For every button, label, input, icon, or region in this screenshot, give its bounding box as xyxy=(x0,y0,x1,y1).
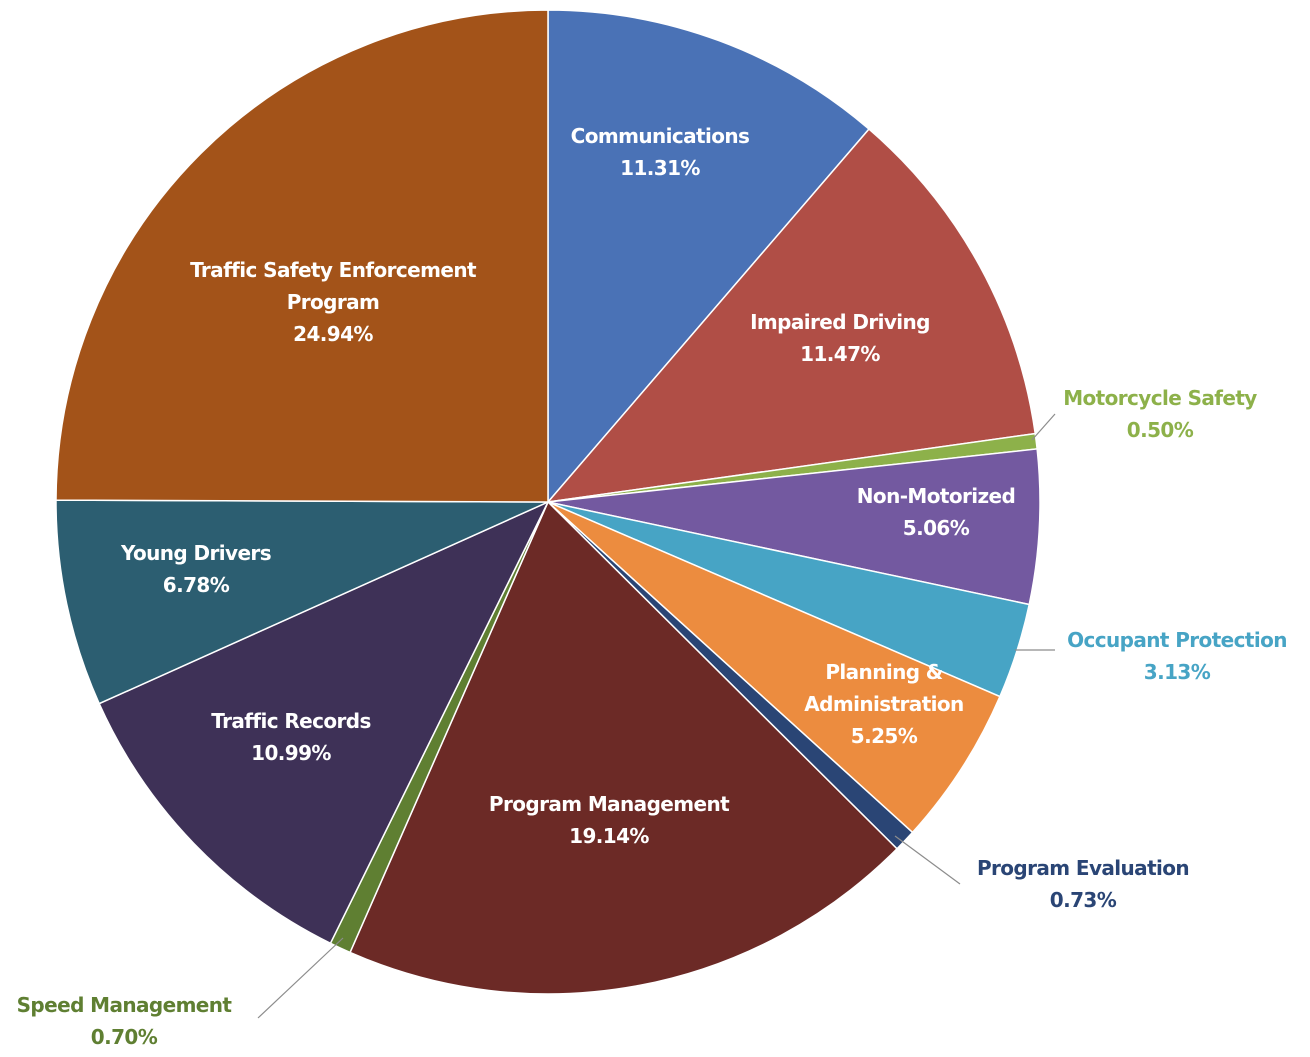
slice-program-management xyxy=(349,500,899,995)
label-occupant-protection: Occupant Protection 3.13% xyxy=(1067,628,1287,684)
label-program-management: Program Management 19.14% xyxy=(489,792,730,848)
label-speed-management: Speed Management 0.70% xyxy=(17,993,233,1049)
label-value-traffic-records: 10.99% xyxy=(251,741,331,765)
label-name-traffic-records: Traffic Records xyxy=(211,709,371,733)
label-value-program-evaluation: 0.73% xyxy=(1050,888,1117,912)
label-impaired-driving: Impaired Driving 11.47% xyxy=(750,310,930,366)
label-value-communications: 11.31% xyxy=(620,156,700,180)
label-name-planning-and-administration: Administration xyxy=(804,692,963,716)
pie-slices xyxy=(55,9,1041,995)
leader-motorcycle-safety xyxy=(1031,413,1056,441)
label-value-traffic-safety-enforcement-program: 24.94% xyxy=(293,322,373,346)
label-value-planning-and-administration: 5.25% xyxy=(851,724,918,748)
label-name-planning-and-administration: Planning & xyxy=(825,660,942,684)
label-value-young-drivers: 6.78% xyxy=(163,573,230,597)
label-value-impaired-driving: 11.47% xyxy=(800,342,880,366)
leader-lines xyxy=(257,413,1056,1019)
label-name-occupant-protection: Occupant Protection xyxy=(1067,628,1287,652)
slice-impaired-driving xyxy=(546,128,1037,504)
label-value-occupant-protection: 3.13% xyxy=(1144,660,1211,684)
label-value-program-management: 19.14% xyxy=(569,824,649,848)
label-name-motorcycle-safety: Motorcycle Safety xyxy=(1063,386,1257,410)
label-name-traffic-safety-enforcement-program: Traffic Safety Enforcement xyxy=(190,258,477,282)
slice-traffic-safety-enforcement-program xyxy=(55,9,549,503)
label-planning-and-administration: Planning & Administration 5.25% xyxy=(804,660,963,748)
label-name-program-evaluation: Program Evaluation xyxy=(977,856,1189,880)
label-name-communications: Communications xyxy=(571,124,750,148)
slice-non-motorized xyxy=(547,448,1041,606)
label-young-drivers: Young Drivers 6.78% xyxy=(120,541,271,597)
label-traffic-records: Traffic Records 10.99% xyxy=(211,709,371,765)
label-name-speed-management: Speed Management xyxy=(17,993,233,1017)
label-traffic-safety-enforcement-program: Traffic Safety Enforcement Program 24.94% xyxy=(190,258,477,346)
label-name-young-drivers: Young Drivers xyxy=(120,541,271,565)
label-communications: Communications 11.31% xyxy=(571,124,750,180)
label-non-motorized: Non-Motorized 5.06% xyxy=(857,484,1015,540)
leader-speed-management xyxy=(257,937,344,1019)
label-value-speed-management: 0.70% xyxy=(91,1025,158,1049)
label-motorcycle-safety: Motorcycle Safety 0.50% xyxy=(1063,386,1257,442)
slice-traffic-records xyxy=(98,500,550,945)
label-value-non-motorized: 5.06% xyxy=(903,516,970,540)
slice-labels: Communications 11.31% Impaired Driving 11.4… xyxy=(17,124,1288,1049)
slice-young-drivers xyxy=(55,499,549,705)
leader-program-evaluation xyxy=(894,835,961,885)
label-name-program-management: Program Management xyxy=(489,792,730,816)
label-name-non-motorized: Non-Motorized xyxy=(857,484,1015,508)
slice-planning-and-administration xyxy=(547,501,1001,834)
label-name-traffic-safety-enforcement-program: Program xyxy=(287,290,380,314)
label-program-evaluation: Program Evaluation 0.73% xyxy=(977,856,1189,912)
slice-communications xyxy=(547,9,870,505)
label-name-impaired-driving: Impaired Driving xyxy=(750,310,930,334)
label-value-motorcycle-safety: 0.50% xyxy=(1127,418,1194,442)
